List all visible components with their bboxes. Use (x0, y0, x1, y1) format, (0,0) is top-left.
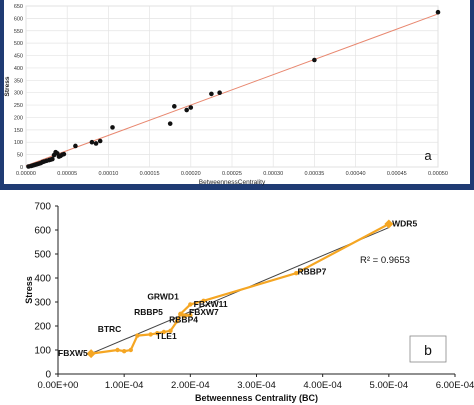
x-tick-label: 0.00045 (387, 171, 407, 177)
r-squared-annotation: R² = 0.9653 (360, 255, 410, 266)
series-point (174, 319, 180, 324)
y-tick-label: 0 (45, 370, 51, 381)
node-label: FBXW5 (58, 348, 88, 358)
data-point (167, 121, 173, 126)
x-tick-label: 0.00005 (57, 171, 77, 177)
x-tick-label: 0.00E+00 (38, 380, 79, 391)
node-label: RBBP4 (169, 314, 198, 324)
data-point (312, 57, 317, 63)
series-point (168, 328, 173, 333)
x-tick-label: 0.00025 (222, 171, 242, 177)
series-point (115, 347, 120, 353)
node-label: FBXW7 (189, 307, 219, 317)
y-tick-label: 600 (14, 16, 23, 22)
data-point (93, 141, 99, 146)
x-tick-label: 2.00E-04 (171, 380, 210, 391)
series-point (294, 271, 299, 276)
x-tick-label: 0.00030 (263, 171, 283, 177)
x-tick-label: 5.00E-04 (370, 380, 409, 391)
y-tick-label: 50 (17, 153, 23, 159)
y-tick-label: 350 (14, 78, 23, 84)
panel-background (0, 190, 474, 405)
series-point (148, 332, 153, 337)
x-axis-label: Betweenness Centrality (BC) (195, 393, 318, 403)
x-tick-label: 1.00E-04 (105, 380, 144, 391)
series-point (121, 349, 127, 354)
y-axis-label: Stress (4, 76, 11, 96)
series-end-marker (384, 219, 394, 229)
panel-label-b: b (424, 342, 432, 358)
series-point (188, 302, 193, 307)
series-end-marker (86, 349, 96, 359)
data-point (73, 143, 78, 149)
y-tick-label: 450 (14, 54, 23, 60)
trendline (25, 13, 439, 167)
series-point (201, 298, 206, 303)
separator-band (0, 184, 474, 190)
x-tick-label: 0.00040 (346, 171, 366, 177)
series-point (188, 313, 193, 318)
data-point (184, 107, 189, 113)
y-tick-label: 150 (14, 128, 23, 134)
series-point (161, 329, 167, 335)
chart-b: 0 100 200 300 400 500 600 700 0.00E+00 1.00E-04 2.… (0, 190, 474, 405)
node-label: BTRC (98, 324, 122, 334)
x-tick-label: 4.00E-04 (303, 380, 342, 391)
panel-label-box (409, 335, 447, 363)
node-label: FBXW11 (194, 299, 228, 309)
y-tick-label: 300 (14, 91, 23, 97)
x-tick-label: 0.00035 (304, 171, 324, 177)
data-point (50, 156, 55, 162)
x-axis-label: BetweennessCentrality (199, 179, 266, 186)
x-tick-label: 0.00015 (140, 171, 160, 177)
series-point (128, 347, 133, 353)
node-label: GRWD1 (147, 292, 179, 302)
x-tick-label: 0.00020 (181, 171, 201, 177)
chart-a: 0 50 100 150 200 250 300 350 400 450 500 550 600 650 0… (4, 4, 448, 186)
data-point (61, 151, 67, 157)
data-point (188, 105, 194, 110)
y-tick-label: 500 (34, 250, 51, 261)
series-point (181, 314, 186, 319)
x-tick-label: 3.00E-04 (237, 380, 276, 391)
data-point (435, 9, 441, 15)
y-tick-label: 250 (14, 103, 23, 109)
y-tick-label: 600 (34, 226, 51, 237)
y-axis-label: Stress (24, 276, 34, 304)
x-tick-label: 0.00000 (16, 171, 36, 177)
x-tick-label: 6.00E-04 (436, 380, 474, 391)
series-point (135, 333, 140, 338)
y-tick-label: 400 (14, 66, 23, 72)
y-tick-label: 200 (34, 322, 51, 333)
y-tick-label: 100 (34, 346, 51, 357)
y-tick-label: 550 (14, 29, 23, 35)
node-label: TLE1 (156, 331, 177, 341)
series-point (178, 311, 183, 317)
data-point (217, 90, 222, 95)
node-label: RBBP5 (134, 307, 163, 317)
y-tick-label: 700 (34, 202, 51, 213)
panel-label-a: a (424, 148, 432, 163)
y-tick-label: 200 (14, 115, 23, 121)
y-tick-label: 0 (20, 165, 23, 171)
x-tick-label: 0.00010 (98, 171, 118, 177)
y-tick-label: 400 (34, 274, 51, 285)
data-point (97, 138, 103, 144)
series-point (155, 331, 160, 336)
node-label: WDR5 (392, 218, 417, 228)
y-tick-label: 500 (14, 41, 23, 47)
data-point (110, 125, 115, 130)
y-tick-label: 300 (34, 298, 51, 309)
data-point (89, 139, 95, 145)
y-tick-label: 100 (14, 140, 23, 146)
data-point (209, 91, 214, 97)
x-tick-label: 0.00050 (428, 171, 448, 177)
data-point (172, 104, 177, 109)
y-tick-label: 650 (14, 4, 23, 10)
node-label: RBBP7 (298, 266, 327, 276)
